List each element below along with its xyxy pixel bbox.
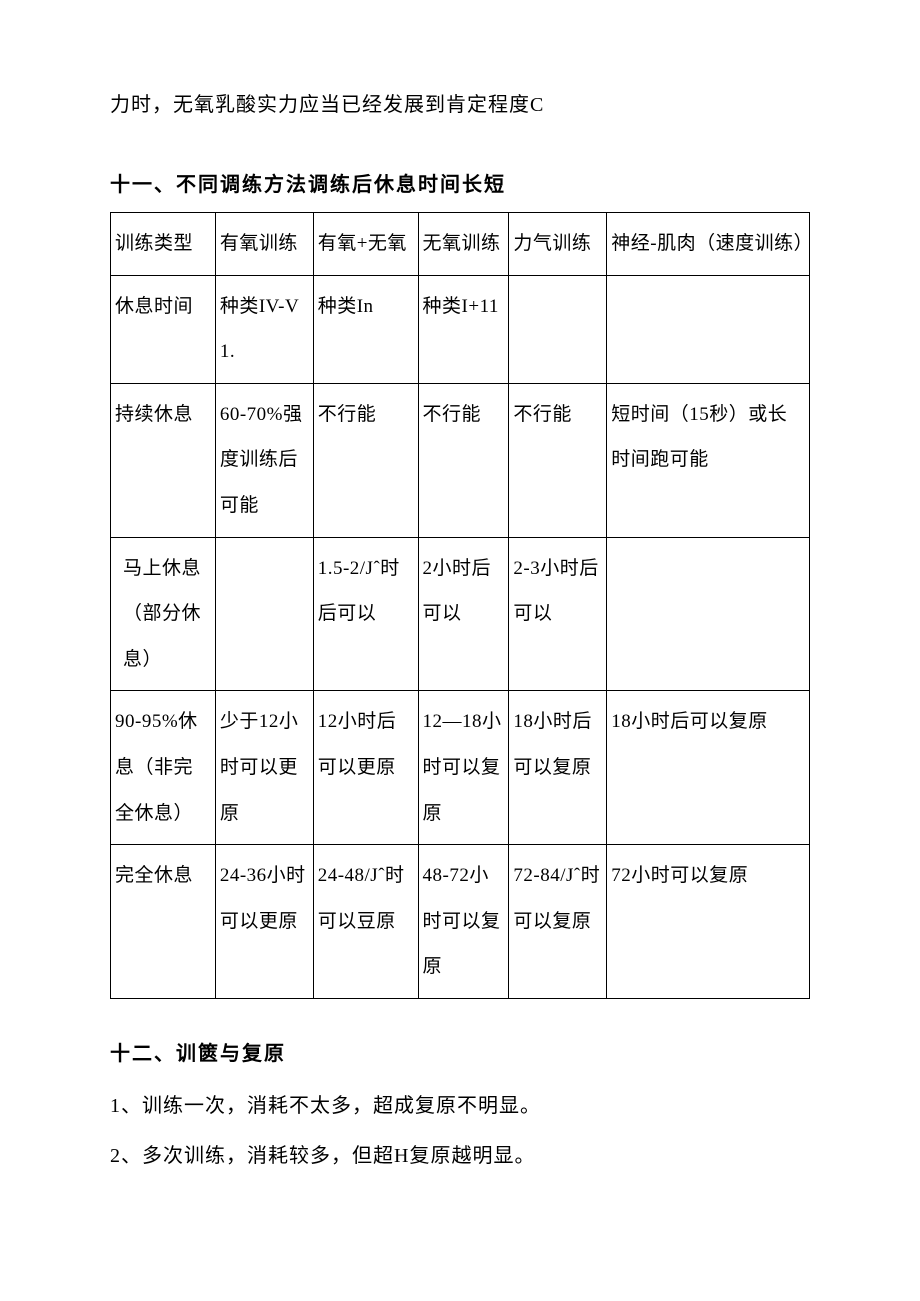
intro-paragraph: 力时，无氧乳酸实力应当已经发展到肯定程度C bbox=[110, 90, 810, 120]
table-cell: 不行能 bbox=[418, 383, 509, 537]
table-cell: 12—18小时可以复原 bbox=[418, 691, 509, 845]
table-cell: 有氧训练 bbox=[215, 213, 313, 276]
table-row: 完全休息 24-36小时可以更原 24-48/Jˆ时可以豆原 48-72小时可以… bbox=[111, 845, 810, 999]
table-cell: 少于12小时可以更原 bbox=[215, 691, 313, 845]
table-cell: 神经-肌肉（速度训练） bbox=[607, 213, 810, 276]
section-11-heading: 十一、不同调练方法调练后休息时间长短 bbox=[110, 170, 810, 200]
table-cell: 2小时后可以 bbox=[418, 537, 509, 691]
table-cell: 持续休息 bbox=[111, 383, 216, 537]
table-row: 训练类型 有氧训练 有氧+无氧 无氧训练 力气训练 神经-肌肉（速度训练） bbox=[111, 213, 810, 276]
table-cell: 不行能 bbox=[313, 383, 418, 537]
table-cell: 1.5-2/Jˆ时后可以 bbox=[313, 537, 418, 691]
table-cell: 力气训练 bbox=[509, 213, 607, 276]
table-cell: 12小时后可以更原 bbox=[313, 691, 418, 845]
table-cell: 种类In bbox=[313, 275, 418, 383]
table-cell: 18小时后可以复原 bbox=[607, 691, 810, 845]
table-cell: 18小时后可以复原 bbox=[509, 691, 607, 845]
rest-time-table: 训练类型 有氧训练 有氧+无氧 无氧训练 力气训练 神经-肌肉（速度训练） 休息… bbox=[110, 212, 810, 999]
table-cell bbox=[607, 537, 810, 691]
table-cell: 不行能 bbox=[509, 383, 607, 537]
section-12-heading: 十二、训篋与复原 bbox=[110, 1039, 810, 1069]
section-12-item-2: 2、多次训练，消耗较多，但超H复原越明显。 bbox=[110, 1141, 810, 1171]
table-cell: 24-48/Jˆ时可以豆原 bbox=[313, 845, 418, 999]
table-cell: 60-70%强度训练后可能 bbox=[215, 383, 313, 537]
table-cell bbox=[607, 275, 810, 383]
section-12-item-1: 1、训练一次，消耗不太多，超成复原不明显。 bbox=[110, 1091, 810, 1121]
table-cell: 种类I+11 bbox=[418, 275, 509, 383]
table-cell: 无氧训练 bbox=[418, 213, 509, 276]
table-cell: 72小时可以复原 bbox=[607, 845, 810, 999]
table-cell: 短时间（15秒）或长时间跑可能 bbox=[607, 383, 810, 537]
table-cell: 90-95%休息（非完全休息） bbox=[111, 691, 216, 845]
table-cell: 马上休息（部分休息） bbox=[111, 537, 216, 691]
table-cell: 48-72小时可以复原 bbox=[418, 845, 509, 999]
table-cell: 训练类型 bbox=[111, 213, 216, 276]
table-row: 休息时间 种类IV-V1. 种类In 种类I+11 bbox=[111, 275, 810, 383]
table-cell: 休息时间 bbox=[111, 275, 216, 383]
table-cell: 有氧+无氧 bbox=[313, 213, 418, 276]
table-cell: 种类IV-V1. bbox=[215, 275, 313, 383]
table-cell: 2-3小时后可以 bbox=[509, 537, 607, 691]
table-row: 90-95%休息（非完全休息） 少于12小时可以更原 12小时后可以更原 12—… bbox=[111, 691, 810, 845]
table-cell: 24-36小时可以更原 bbox=[215, 845, 313, 999]
table-cell: 完全休息 bbox=[111, 845, 216, 999]
table-cell: 72-84/Jˆ时可以复原 bbox=[509, 845, 607, 999]
table-cell bbox=[509, 275, 607, 383]
table-row: 马上休息（部分休息） 1.5-2/Jˆ时后可以 2小时后可以 2-3小时后可以 bbox=[111, 537, 810, 691]
table-cell bbox=[215, 537, 313, 691]
table-row: 持续休息 60-70%强度训练后可能 不行能 不行能 不行能 短时间（15秒）或… bbox=[111, 383, 810, 537]
